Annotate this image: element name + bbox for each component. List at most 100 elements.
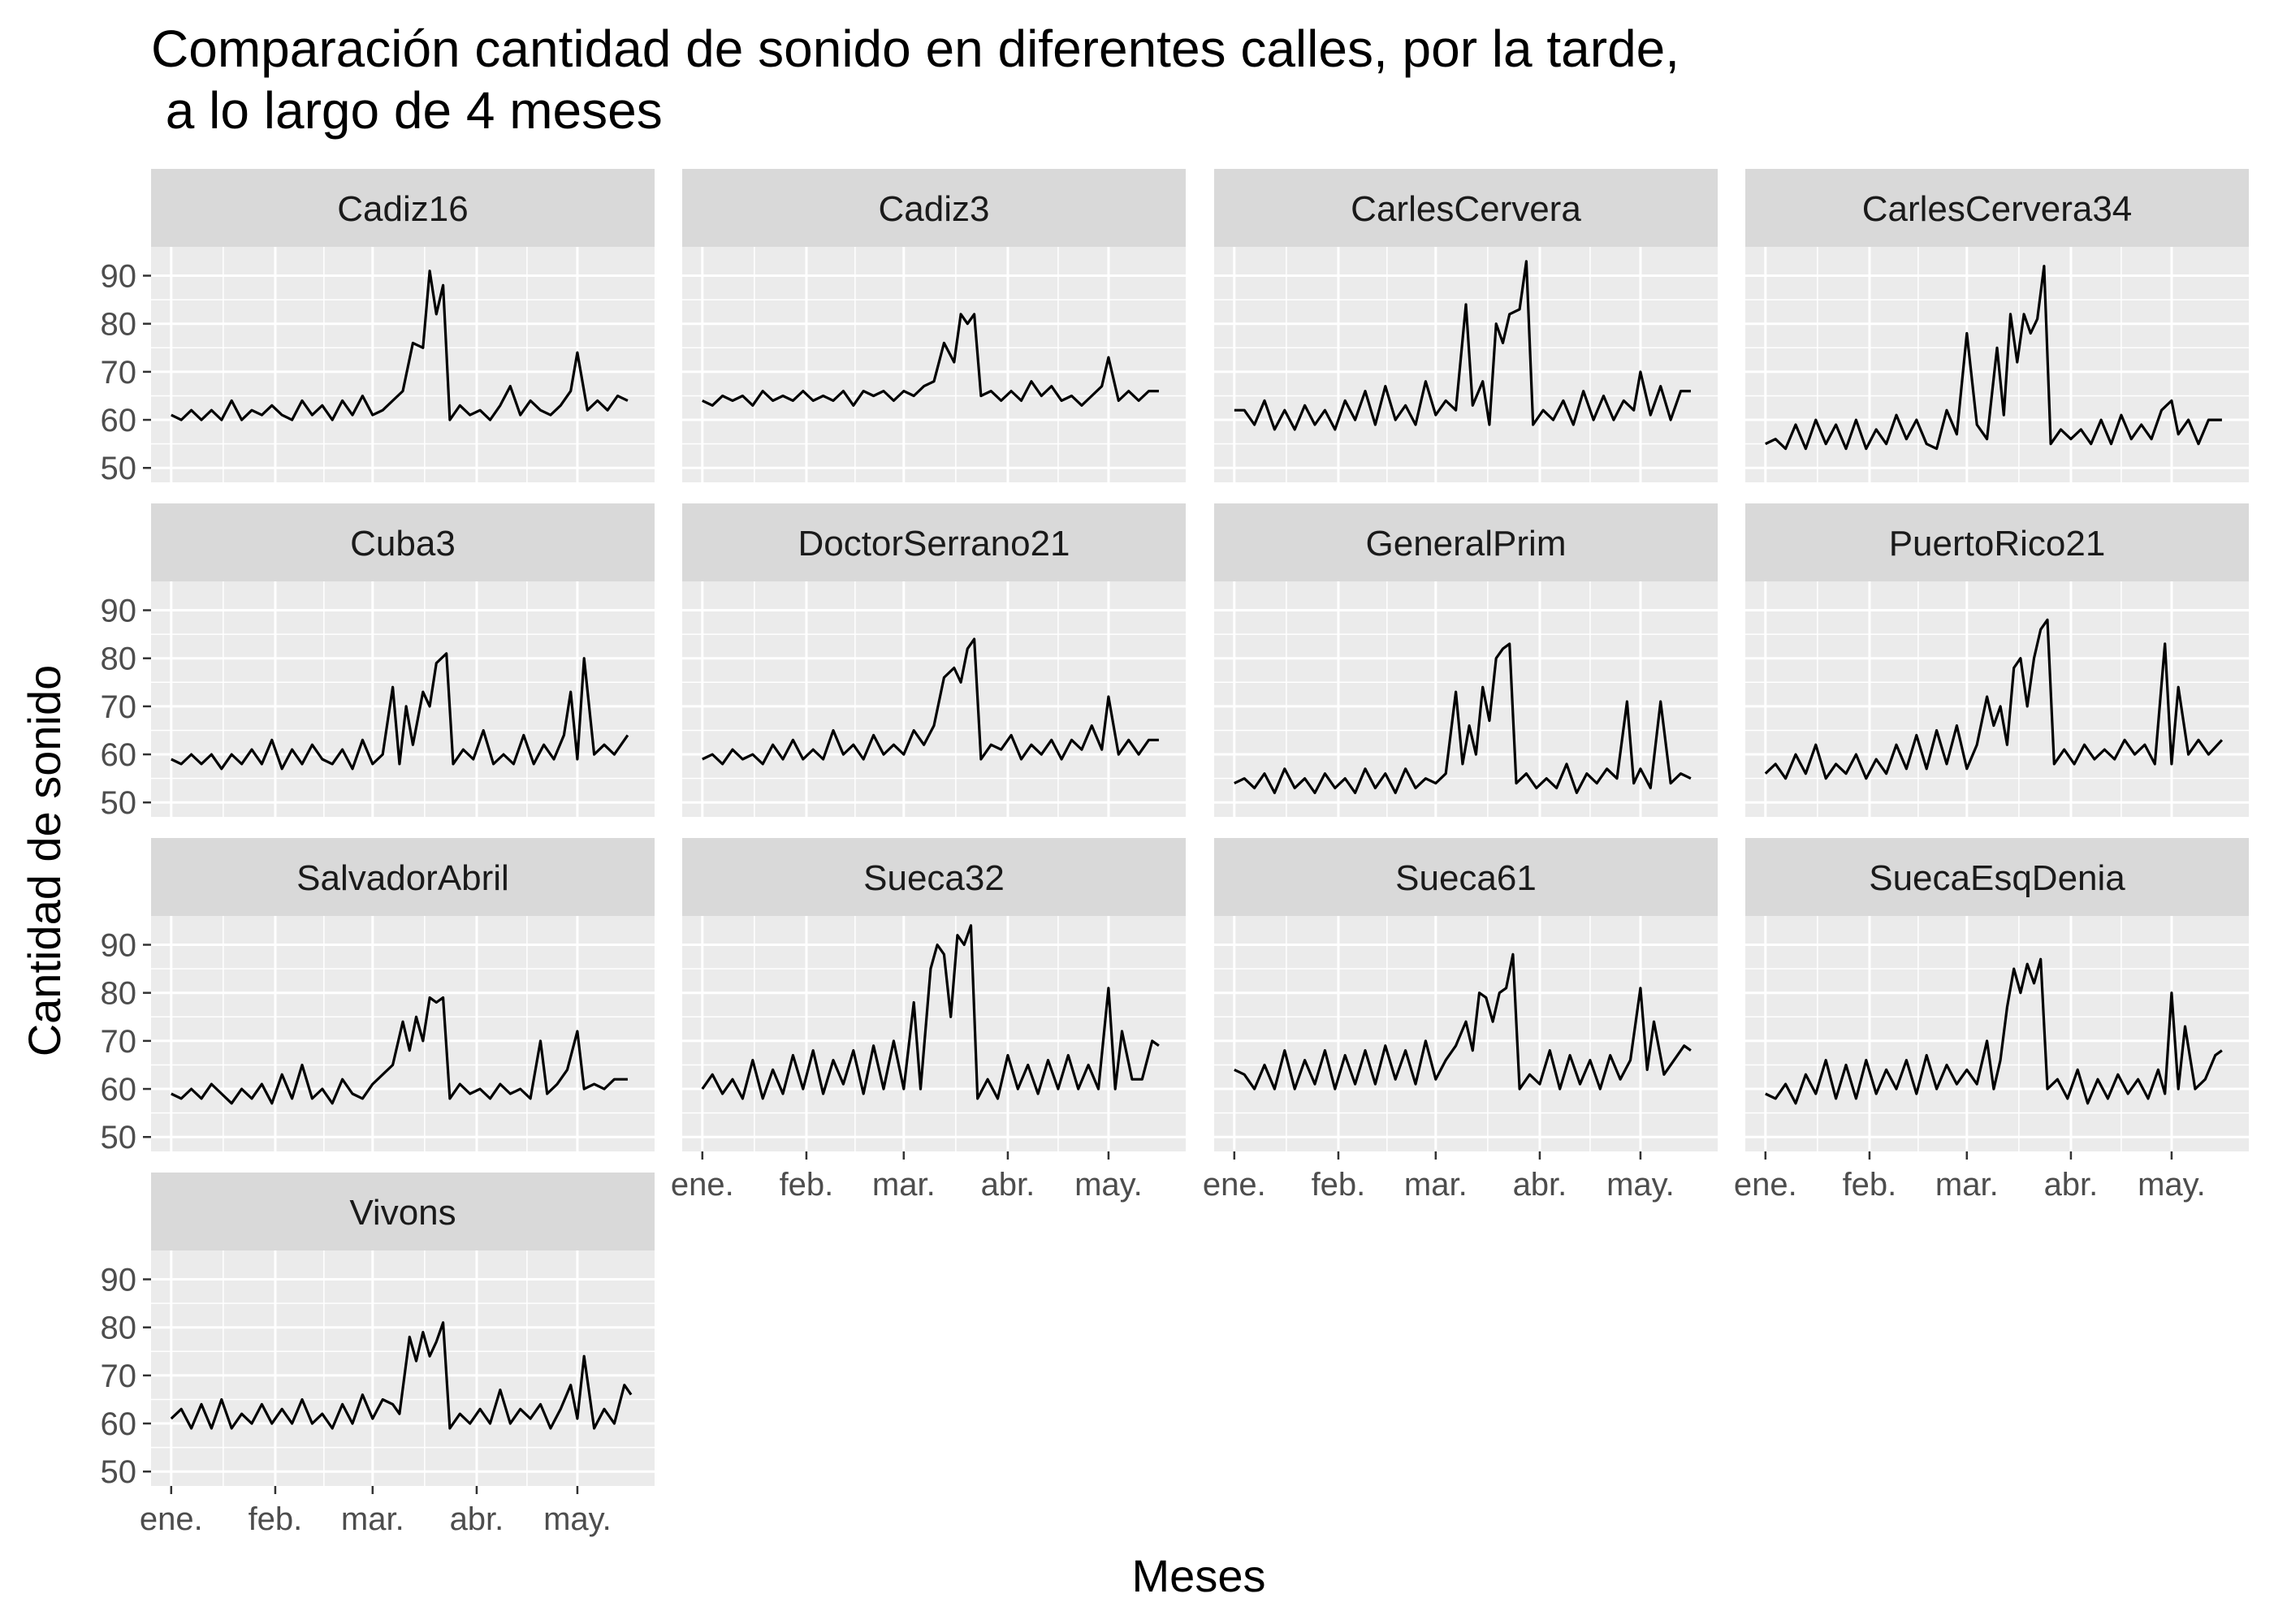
y-axis-title: Cantidad de sonido [19,665,70,1057]
panel-background [1214,247,1718,482]
y-tick-label: 60 [101,403,137,438]
facet-panel: DoctorSerrano21 [682,503,1186,817]
panel-background [1745,916,2249,1151]
chart-title-line-2: a lo largo de 4 meses [151,81,663,140]
facet-panels: Cadiz16 50 60 70 80 90 Cadiz3 CarlesCervera Carl… [101,169,2249,1537]
facet-panel: CarlesCervera34 [1745,169,2249,482]
facet-strip [151,503,655,581]
facet-strip-label: Cadiz16 [337,189,468,229]
x-axis-title: Meses [1132,1550,1266,1601]
facet-strip-label: CarlesCervera34 [1862,189,2133,229]
panel-background [682,916,1186,1151]
series-line [171,270,629,421]
y-tick-label: 70 [101,689,137,725]
y-tick-label: 80 [101,1311,137,1346]
facet-strip-label: Cadiz3 [879,189,990,229]
x-tick-label: mar. [1404,1167,1468,1203]
x-tick-label: abr. [450,1501,504,1537]
panel-background [1214,581,1718,817]
facet-strip [1214,838,1718,916]
y-tick-label: 90 [101,259,137,295]
x-tick-label: abr. [981,1167,1035,1203]
facet-panel: Cadiz16 50 60 70 80 90 [101,169,655,486]
x-tick-label: feb. [249,1501,303,1537]
y-tick-label: 70 [101,1024,137,1060]
facet-strip [682,838,1186,916]
facet-strip-label: Sueca32 [863,858,1005,898]
series-line [1234,642,1692,794]
x-tick-label: feb. [780,1167,834,1203]
y-tick-label: 90 [101,928,137,964]
y-tick-label: 70 [101,1358,137,1394]
y-tick-label: 90 [101,594,137,629]
facet-strip [1745,503,2249,581]
facet-strip-label: SuecaEsqDenia [1869,858,2125,898]
y-tick-label: 50 [101,451,137,486]
facet-strip [1745,169,2249,247]
y-tick-label: 60 [101,737,137,773]
facet-strip-label: DoctorSerrano21 [798,524,1070,564]
y-tick-label: 80 [101,641,137,677]
facet-panel: Cadiz3 [682,169,1186,482]
y-tick-label: 50 [101,1454,137,1490]
y-tick-label: 80 [101,307,137,343]
facet-strip [151,169,655,247]
y-tick-label: 50 [101,1120,137,1155]
facet-panel: PuertoRico21 [1745,503,2249,817]
facet-strip [682,503,1186,581]
x-tick-label: ene. [671,1167,734,1203]
panel-background [151,1250,655,1486]
panel-background [1214,916,1718,1151]
x-tick-label: may. [543,1501,612,1537]
y-tick-label: 70 [101,355,137,391]
x-tick-label: mar. [341,1501,404,1537]
facet-panel: Sueca61 ene. feb. mar. abr. may. [1203,838,1718,1203]
facet-strip-label: SalvadorAbril [296,858,509,898]
x-tick-label: may. [1074,1167,1143,1203]
facet-strip [682,169,1186,247]
panel-background [682,247,1186,482]
facet-strip-label: CarlesCervera [1351,189,1581,229]
y-tick-label: 80 [101,976,137,1012]
facet-panel: SuecaEsqDenia ene. feb. mar. abr. may. [1734,838,2249,1203]
facet-strip-label: GeneralPrim [1366,524,1567,564]
series-line [1765,957,2223,1105]
series-line [171,996,628,1105]
facet-strip [1745,838,2249,916]
series-line [1234,952,1692,1091]
x-tick-label: ene. [1203,1167,1266,1203]
series-line [1234,260,1691,431]
y-tick-label: 90 [101,1263,137,1298]
panel-background [151,916,655,1151]
facet-strip [1214,503,1718,581]
facet-panel: Sueca32 ene. feb. mar. abr. may. [671,838,1186,1203]
y-tick-label: 60 [101,1072,137,1108]
series-line [702,313,1159,407]
series-line [1765,265,2222,451]
panel-background [1745,581,2249,817]
y-tick-label: 50 [101,785,137,821]
x-tick-label: ene. [1734,1167,1797,1203]
x-tick-label: mar. [1935,1167,1999,1203]
facet-panel: Vivons 50 60 70 80 90 ene. feb. mar. abr. may. [101,1173,655,1537]
panel-background [682,581,1186,817]
panel-background [1745,247,2249,482]
x-tick-label: may. [2138,1167,2206,1203]
facet-strip [151,1173,655,1250]
facet-strip-label: Cuba3 [350,524,456,564]
facet-strip-label: Vivons [349,1193,456,1233]
facet-panel: GeneralPrim [1214,503,1718,817]
x-tick-label: feb. [1843,1167,1897,1203]
facet-strip-label: PuertoRico21 [1889,524,2106,564]
facet-strip [151,838,655,916]
panel-background [151,247,655,482]
facet-strip-label: Sueca61 [1395,858,1537,898]
facet-panel: Cuba3 50 60 70 80 90 [101,503,655,821]
y-tick-label: 60 [101,1406,137,1442]
panel-background [151,581,655,817]
series-line [702,637,1159,766]
x-tick-label: abr. [1513,1167,1567,1203]
x-tick-label: feb. [1312,1167,1366,1203]
series-line [1764,618,2224,780]
